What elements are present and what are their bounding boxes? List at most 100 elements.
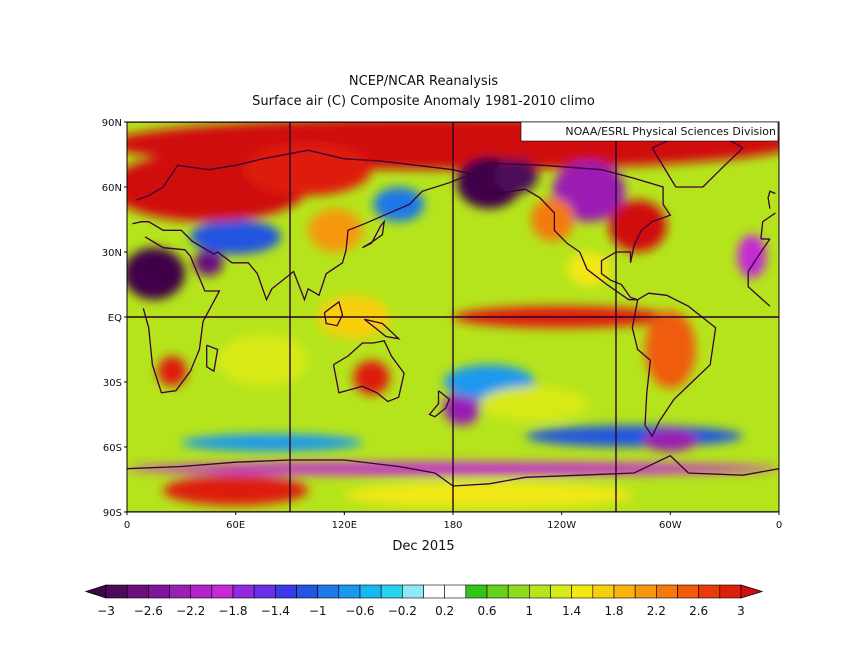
colorbar-swatch — [719, 584, 742, 599]
anomaly-regions — [127, 122, 779, 508]
colorbar-swatch — [296, 584, 318, 599]
lon-tick-label: 0 — [124, 520, 130, 531]
colorbar-over-arrow — [740, 584, 764, 599]
period-label: Dec 2015 — [392, 539, 455, 554]
region-so-cold-indian — [181, 434, 363, 452]
region-canada-cold — [552, 161, 626, 222]
colorbar-label: 1 — [526, 604, 534, 618]
coastline-uk-2 — [767, 190, 776, 209]
attribution-background — [520, 121, 779, 142]
coastline-australia — [332, 340, 405, 403]
coastline-borneo — [323, 300, 344, 327]
longitude-axis: 0 60E 120E 180 120W 60W 0 — [124, 512, 782, 531]
coastline-africa-1 — [142, 236, 221, 394]
lat-tick-label: 30S — [103, 378, 122, 389]
colorbar-swatch — [359, 584, 382, 599]
region-arabia-cold — [194, 249, 223, 276]
colorbar-swatch — [571, 584, 594, 599]
attribution-box: NOAA/ESRL Physical Sciences Division — [520, 121, 779, 142]
region-indian-ocean-mild — [217, 334, 309, 387]
colorbar-swatch — [211, 584, 234, 599]
colorbar-swatch — [253, 584, 276, 599]
colorbar-swatch — [105, 584, 128, 599]
colorbar-swatch — [465, 584, 488, 599]
colorbar-swatches — [84, 584, 764, 599]
colorbar-label: −1.8 — [218, 604, 247, 618]
coastline-africa — [747, 238, 771, 272]
region-south-pacific-warm — [480, 386, 589, 421]
map-field — [127, 122, 779, 512]
coastline-greenland — [651, 136, 744, 188]
lat-tick-label: 90N — [102, 118, 122, 129]
colorbar-label: −1.4 — [261, 604, 290, 618]
lat-tick-label: 90S — [103, 508, 122, 519]
colorbar-swatch — [275, 584, 297, 599]
colorbar-swatch — [507, 584, 530, 599]
title-line-2: Surface air (C) Composite Anomaly 1981-2… — [252, 94, 595, 109]
colorbar-swatch — [148, 584, 170, 599]
colorbar-swatch — [613, 584, 636, 599]
region-antarctic-warm — [163, 475, 309, 506]
attribution-text: NOAA/ESRL Physical Sciences Division — [565, 125, 776, 138]
region-alaska-purple — [494, 158, 539, 194]
region-western-us-warm — [530, 197, 575, 242]
colorbar-label: 1.8 — [604, 604, 623, 618]
colorbar-swatch — [656, 584, 678, 599]
region-eastern-us-warm — [608, 200, 667, 252]
region-drake-cold — [643, 429, 698, 452]
colorbar-label: 2.2 — [647, 604, 666, 618]
colorbar-label: −2.6 — [134, 604, 163, 618]
region-north-africa-cold — [127, 247, 185, 300]
region-south-america-warm — [644, 310, 696, 389]
latitude-axis: 90N 60N 30N EQ 30S 60S 90S — [102, 118, 127, 519]
colorbar-swatch — [190, 584, 213, 599]
region-atlantic-cold — [737, 234, 767, 278]
colorbar-swatch — [698, 584, 721, 599]
coastline-north-america — [472, 162, 672, 301]
colorbar-swatch — [677, 584, 699, 599]
colorbar-label: 3 — [737, 604, 745, 618]
lon-tick-label: 60E — [226, 520, 245, 531]
coastline-south-america — [631, 292, 717, 438]
coastline-madagascar — [206, 344, 219, 373]
coastline-japan — [362, 219, 386, 249]
colorbar-label: 2.6 — [689, 604, 708, 618]
coastline-europe-asia — [760, 212, 776, 240]
colorbar-label: −0.6 — [345, 604, 374, 618]
lon-tick-label: 120W — [547, 520, 576, 531]
colorbar-swatch — [423, 584, 445, 599]
title-line-1: NCEP/NCAR Reanalysis — [348, 74, 499, 89]
colorbar-swatch — [592, 584, 615, 599]
coastline-new-zealand — [428, 390, 451, 418]
colorbar-swatch — [486, 584, 509, 599]
coastline-africa-2 — [747, 271, 771, 307]
colorbar-swatch — [402, 584, 424, 599]
colorbar-label: −3 — [97, 604, 115, 618]
region-china-warm — [308, 208, 363, 252]
region-central-asia-cold — [190, 219, 281, 255]
colorbar-label: −2.2 — [176, 604, 205, 618]
lon-tick-label: 120E — [332, 520, 357, 531]
colorbar-swatch — [317, 584, 340, 599]
region-mexico-warm — [567, 252, 611, 287]
lat-tick-label: 60N — [102, 183, 122, 194]
region-africa-south-warm — [157, 356, 187, 387]
coastline-europe-asia-1 — [132, 149, 474, 302]
colorbar-swatch — [169, 584, 191, 599]
colorbar-swatch — [550, 584, 572, 599]
colorbar-swatch — [529, 584, 551, 599]
coastline-antarctica — [127, 454, 779, 487]
lon-tick-label: 60W — [659, 520, 682, 531]
colorbar-label: 1.4 — [562, 604, 581, 618]
colorbar-swatch — [380, 584, 403, 599]
colorbar-under-arrow — [84, 584, 107, 599]
colorbar-label: −1 — [309, 604, 327, 618]
region-japan-cold — [373, 187, 425, 222]
lon-tick-label: 0 — [776, 520, 782, 531]
colorbar-label: −0.2 — [388, 604, 417, 618]
colorbar-swatch — [444, 584, 467, 599]
lat-tick-label: EQ — [108, 313, 122, 324]
